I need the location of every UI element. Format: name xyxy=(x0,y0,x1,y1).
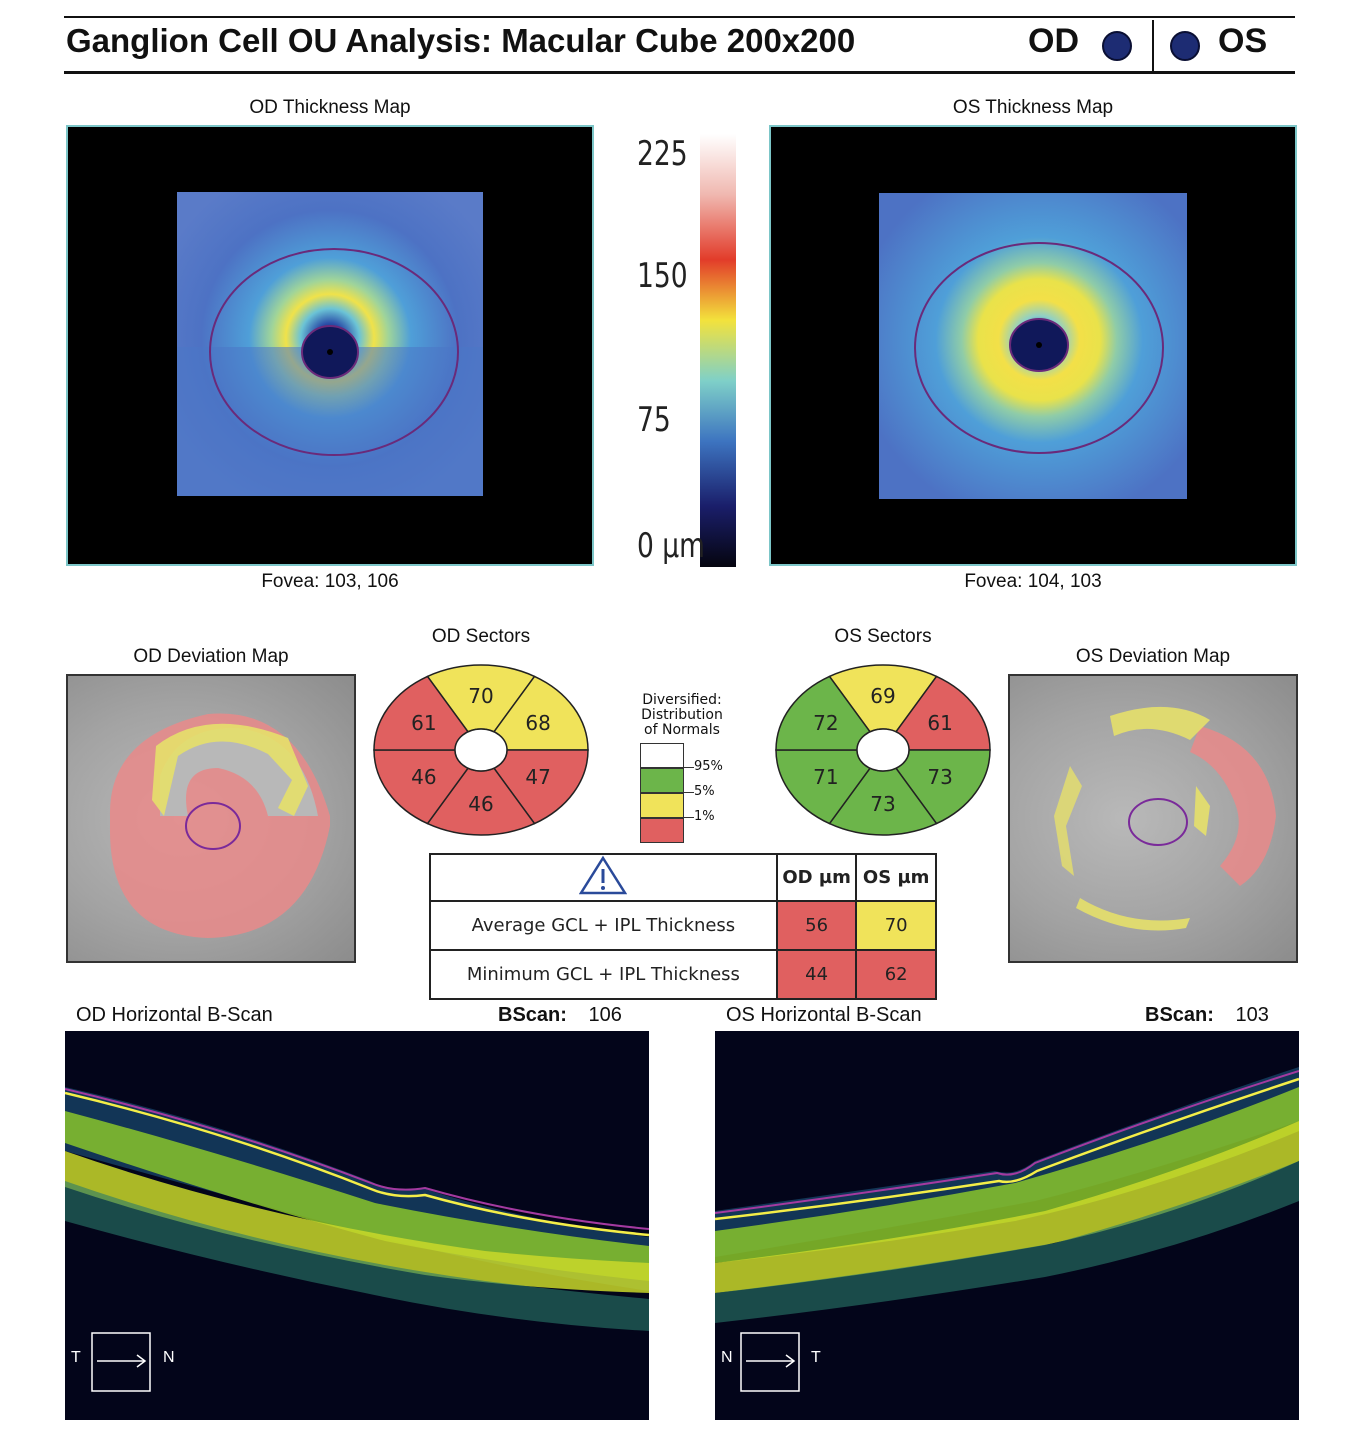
os-sector-value: 71 xyxy=(813,765,838,789)
od-eye-dot-icon xyxy=(1102,31,1132,61)
legend-title-line: Diversified: xyxy=(642,692,722,708)
od-sector-value: 70 xyxy=(468,684,493,708)
color-scale-tick-label: 150 xyxy=(637,256,688,296)
os-sector-value: 73 xyxy=(870,792,895,816)
warning-triangle-icon xyxy=(579,855,628,895)
legend-title-line: Distribution xyxy=(641,707,723,723)
os-deviation-map xyxy=(1008,674,1298,963)
os-eye-label: OS xyxy=(1218,22,1268,60)
os-sector-value: 69 xyxy=(870,684,895,708)
os-bscan-value: 103 xyxy=(1235,1004,1269,1026)
header-top-rule xyxy=(64,16,1295,18)
od-um-header: OD µm xyxy=(775,853,858,902)
legend-title-line: of Normals xyxy=(644,722,720,738)
os-sector-value: 73 xyxy=(927,765,952,789)
legend-tick-label: 5% xyxy=(694,784,715,799)
legend-tick-line xyxy=(684,817,694,818)
metric-od-value: 56 xyxy=(775,900,858,951)
thickness-color-bar xyxy=(700,134,736,567)
warning-cell xyxy=(429,853,778,902)
od-bscan-right-direction: N xyxy=(163,1349,175,1366)
normals-legend-title: Diversified: Distribution of Normals xyxy=(632,693,732,738)
od-sector-value: 68 xyxy=(525,711,550,735)
legend-swatch-white xyxy=(640,743,684,768)
od-bscan-number: BScan: 106 xyxy=(498,1004,622,1027)
os-thickness-map-image xyxy=(879,193,1187,499)
os-bscan-layers xyxy=(715,1067,1299,1392)
os-deviation-map-image xyxy=(1054,706,1276,931)
od-sectors-title: OD Sectors xyxy=(431,626,531,647)
legend-swatch-yellow xyxy=(640,793,684,818)
od-thickness-map-image xyxy=(177,192,483,496)
od-sector-value: 46 xyxy=(468,792,493,816)
metric-od-value: 44 xyxy=(775,949,858,1000)
legend-tick-label: 95% xyxy=(694,759,723,774)
od-bscan-title: OD Horizontal B-Scan xyxy=(76,1004,273,1026)
os-sectors-title: OS Sectors xyxy=(834,626,932,647)
od-bscan-image: T N xyxy=(65,1031,649,1420)
od-bscan-layers xyxy=(65,1087,649,1392)
os-um-header: OS µm xyxy=(855,853,937,902)
od-bscan-value: 106 xyxy=(588,1004,622,1026)
header-divider xyxy=(1152,20,1154,72)
os-thickness-map-title: OS Thickness Map xyxy=(952,97,1114,118)
od-eye-label: OD xyxy=(1028,22,1079,60)
os-bscan-number: BScan: 103 xyxy=(1145,1004,1269,1027)
od-thickness-map-title: OD Thickness Map xyxy=(249,97,411,118)
legend-tick-line xyxy=(684,767,694,768)
od-deviation-map xyxy=(66,674,356,963)
metric-label: Average GCL + IPL Thickness xyxy=(429,900,778,951)
od-sector-value: 61 xyxy=(411,711,436,735)
legend-swatch-green xyxy=(640,768,684,793)
os-bscan-right-direction: T xyxy=(811,1349,821,1366)
os-sector-center xyxy=(856,728,910,772)
od-deviation-map-title: OD Deviation Map xyxy=(133,646,289,667)
os-sectors-chart: 69 61 73 73 71 72 xyxy=(775,664,991,836)
os-sector-value: 72 xyxy=(813,711,838,735)
os-bscan-title: OS Horizontal B-Scan xyxy=(726,1004,922,1026)
gcl-ipl-metrics-table: OD µm OS µm Average GCL + IPL Thickness … xyxy=(429,853,937,1000)
color-scale-tick-label: 75 xyxy=(637,400,671,440)
od-sector-center xyxy=(454,728,508,772)
legend-tick-label: 1% xyxy=(694,809,715,824)
od-bscan-left-direction: T xyxy=(71,1349,81,1366)
metric-os-value: 62 xyxy=(855,949,937,1000)
os-bscan-left-direction: N xyxy=(721,1349,733,1366)
color-scale-tick-label: 225 xyxy=(637,134,688,174)
od-sector-value: 46 xyxy=(411,765,436,789)
os-thickness-map xyxy=(769,125,1297,566)
os-eye-dot-icon xyxy=(1170,31,1200,61)
page-title: Ganglion Cell OU Analysis: Macular Cube … xyxy=(66,22,856,59)
os-sector-value: 61 xyxy=(927,711,952,735)
od-sectors-chart: 70 68 47 46 46 61 xyxy=(373,664,589,836)
os-fovea-label: Fovea: 104, 103 xyxy=(964,571,1102,592)
od-sector-value: 47 xyxy=(525,765,550,789)
od-thickness-map xyxy=(66,125,594,566)
color-scale-tick-label: 0 µm xyxy=(637,526,706,566)
header-bottom-rule xyxy=(64,71,1295,74)
od-fovea-label: Fovea: 103, 106 xyxy=(261,571,399,592)
os-deviation-map-title: OS Deviation Map xyxy=(1075,646,1231,667)
metric-os-value: 70 xyxy=(855,900,937,951)
os-bscan-image: N T xyxy=(715,1031,1299,1420)
os-bscan-label: BScan: xyxy=(1145,1004,1214,1026)
od-deviation-map-image xyxy=(109,713,330,938)
legend-tick-line xyxy=(684,792,694,793)
metric-label: Minimum GCL + IPL Thickness xyxy=(429,949,778,1000)
legend-swatch-red xyxy=(640,818,684,843)
od-bscan-label: BScan: xyxy=(498,1004,567,1026)
